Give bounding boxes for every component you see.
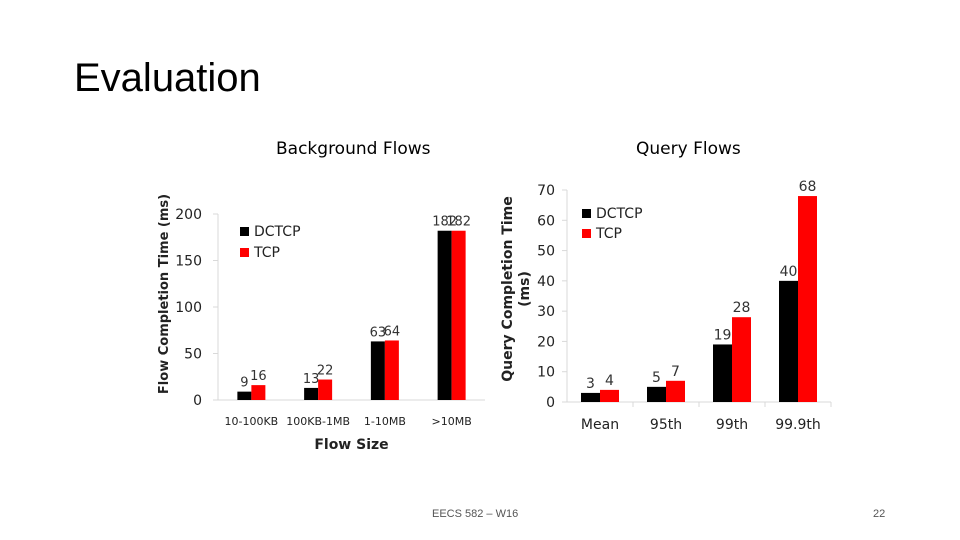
legend-swatch-tcp xyxy=(582,229,591,238)
x-category-label: 95th xyxy=(650,417,682,433)
data-label-dctcp: 63 xyxy=(370,325,387,340)
slide-page-number: 22 xyxy=(873,508,886,520)
bar-tcp xyxy=(600,389,619,402)
legend-label-dctcp: DCTCP xyxy=(596,206,643,222)
y-axis-title: Query Completion Time(ms) xyxy=(500,196,533,381)
y-tick-label: 40 xyxy=(537,274,555,290)
y-axis-title-line: (ms) xyxy=(517,271,533,307)
y-tick-label: 20 xyxy=(537,334,555,350)
data-label-tcp: 22 xyxy=(317,364,334,379)
bar-tcp xyxy=(384,340,399,400)
data-label-dctcp: 9 xyxy=(240,376,248,391)
legend-swatch-dctcp xyxy=(582,209,591,218)
x-category-label: 100KB-1MB xyxy=(286,415,350,428)
y-tick-label: 200 xyxy=(175,207,202,223)
y-tick-label: 100 xyxy=(175,300,202,316)
data-label-tcp: 4 xyxy=(605,373,614,389)
data-label-tcp: 7 xyxy=(671,364,680,380)
data-label-tcp: 64 xyxy=(384,324,401,339)
bar-dctcp xyxy=(237,391,252,400)
legend-swatch-tcp xyxy=(240,248,249,257)
x-axis-title: Flow Size xyxy=(314,437,388,453)
bar-tcp xyxy=(451,230,466,400)
data-label-dctcp: 13 xyxy=(303,372,320,387)
data-label-dctcp: 182 xyxy=(432,215,457,230)
bar-dctcp xyxy=(304,387,319,400)
y-tick-label: 0 xyxy=(546,395,555,411)
x-category-label: 1-10MB xyxy=(364,415,406,428)
y-tick-label: 150 xyxy=(175,254,202,270)
slide-title: Evaluation xyxy=(74,56,261,100)
y-tick-label: 30 xyxy=(537,304,555,320)
bar-dctcp xyxy=(713,344,732,402)
bar-dctcp xyxy=(437,230,452,400)
query-flows-chart-title: Query Flows xyxy=(636,139,741,159)
x-category-label: 99th xyxy=(716,417,748,433)
x-category-label: Mean xyxy=(581,417,619,433)
bar-tcp xyxy=(732,317,751,402)
data-label-dctcp: 19 xyxy=(714,327,732,343)
x-category-label: >10MB xyxy=(431,415,471,428)
data-label-dctcp: 40 xyxy=(780,264,798,280)
data-label-tcp: 68 xyxy=(799,179,817,195)
data-label-dctcp: 3 xyxy=(586,376,595,392)
bar-dctcp xyxy=(647,386,666,402)
y-axis-title-line: Query Completion Time xyxy=(500,196,516,381)
data-label-tcp: 182 xyxy=(446,215,471,230)
bar-dctcp xyxy=(581,392,600,402)
data-label-tcp: 16 xyxy=(250,369,267,384)
bar-dctcp xyxy=(779,280,798,402)
y-axis-title: Flow Completion Time (ms) xyxy=(157,194,172,394)
background-flows-chart-title: Background Flows xyxy=(276,139,431,159)
footer-course-label: EECS 582 – W16 xyxy=(432,508,519,520)
bar-tcp xyxy=(318,379,333,400)
y-tick-label: 70 xyxy=(537,183,555,199)
legend-label-tcp: TCP xyxy=(253,245,280,261)
y-tick-label: 0 xyxy=(193,393,202,409)
data-label-tcp: 28 xyxy=(733,300,751,316)
bar-tcp xyxy=(251,385,266,400)
bar-tcp xyxy=(666,380,685,402)
data-label-dctcp: 5 xyxy=(652,370,661,386)
x-category-label: 99.9th xyxy=(775,417,821,433)
y-tick-label: 60 xyxy=(537,213,555,229)
y-tick-label: 50 xyxy=(184,347,202,363)
legend-label-tcp: TCP xyxy=(595,226,622,242)
legend-label-dctcp: DCTCP xyxy=(254,224,301,240)
x-category-label: 10-100KB xyxy=(225,415,279,428)
bar-dctcp xyxy=(370,341,385,400)
legend-swatch-dctcp xyxy=(240,227,249,236)
y-tick-label: 50 xyxy=(537,244,555,260)
y-tick-label: 10 xyxy=(537,365,555,381)
bar-tcp xyxy=(798,196,817,402)
